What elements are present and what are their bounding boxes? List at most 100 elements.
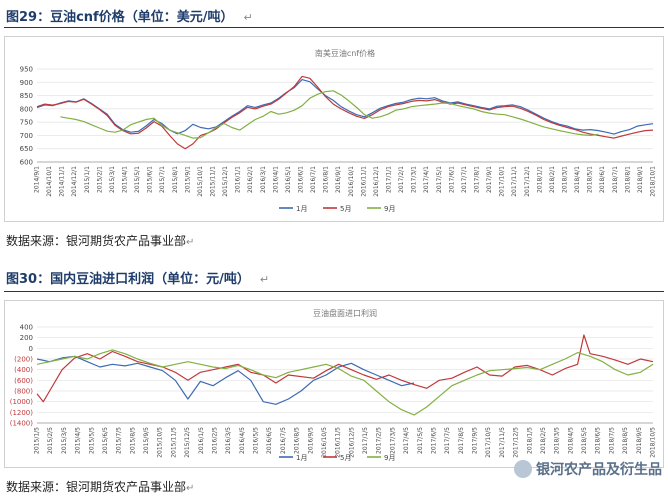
x-tick-label: 2016/1/5 — [198, 427, 205, 454]
x-tick-label: 2016/9/5 — [307, 427, 314, 454]
x-tick-label: 2016/2/1 — [247, 166, 254, 193]
series-line-9月 — [60, 90, 599, 139]
x-tick-label: 2018/1/1 — [536, 166, 543, 193]
x-tick-label: 2014/12/1 — [71, 166, 78, 197]
x-tick-label: 2015/2/5 — [47, 427, 54, 454]
x-tick-label: 2018/4/1 — [574, 166, 581, 193]
x-tick-label: 2018/5/5 — [581, 427, 588, 454]
legend-label: 9月 — [384, 205, 395, 213]
x-tick-label: 2017/5/5 — [417, 427, 424, 454]
chart-title: 南美豆油cnf价格 — [315, 48, 375, 58]
cnf-price-chart-svg: 南美豆油cnf价格 600 650 700 750 800 850 900 950 2014/9/… — [20, 48, 657, 213]
y-tick-label: 600 — [20, 159, 33, 167]
x-tick-label: 2018/4/5 — [567, 427, 574, 454]
y-tick-label: 800 — [20, 105, 33, 113]
x-tick-label: 2016/1/1 — [235, 166, 242, 193]
y-tick-label: (400) — [14, 366, 33, 374]
legend-label: 1月 — [296, 205, 307, 213]
y-tick-label: (1200) — [10, 409, 34, 417]
x-tick-label: 2015/3/5 — [61, 427, 68, 454]
legend-label: 1月 — [296, 454, 307, 462]
x-tick-label: 2015/3/1 — [109, 166, 116, 193]
x-tick-label: 2016/11/1 — [360, 166, 367, 197]
x-tick-label: 2018/3/5 — [554, 427, 561, 454]
x-tick-label: 2018/3/1 — [562, 166, 569, 193]
y-tick-label: 650 — [20, 145, 33, 153]
figure2-rule — [4, 291, 664, 292]
x-tick-label: 2018/8/5 — [622, 427, 629, 454]
watermark-text: 银河农产品及衍生品 — [536, 462, 662, 478]
x-tick-label: 2016/9/1 — [335, 166, 342, 193]
chart-title: 豆油盘面进口利润 — [313, 308, 377, 318]
x-tick-label: 2015/12/5 — [184, 427, 191, 458]
x-tick-label: 2015/10/5 — [157, 427, 164, 458]
watermark: 银河农产品及衍生品 — [514, 459, 662, 479]
x-tick-label: 2018/7/1 — [612, 166, 619, 193]
cnf-price-chart: 南美豆油cnf价格 600 650 700 750 800 850 900 950 2014/9/… — [4, 36, 664, 222]
paragraph-mark: ↵ — [243, 11, 253, 24]
x-tick-label: 2017/9/5 — [472, 427, 479, 454]
figure2-heading: 图30：国内豆油进口利润（单位：元/吨） ↵ — [6, 272, 270, 287]
x-tick-label: 2017/12/5 — [513, 427, 520, 458]
import-profit-chart-svg: 豆油盘面进口利润 400 200 0 (200) (400) (600) (800) (1000… — [10, 308, 657, 462]
series-line-5月 — [36, 75, 654, 150]
x-tick-label: 2015/5/5 — [88, 427, 95, 454]
x-tick-label: 2018/10/1 — [650, 166, 657, 197]
y-tick-label: (800) — [14, 388, 33, 396]
y-tick-label: 400 — [20, 324, 33, 332]
x-tick-label: 2016/10/1 — [348, 166, 355, 197]
x-tick-label: 2017/3/5 — [389, 427, 396, 454]
x-tick-label: 2015/2/1 — [96, 166, 103, 193]
y-tick-label: 850 — [20, 92, 33, 100]
x-tick-label: 2017/2/1 — [398, 166, 405, 193]
x-tick-label: 2015/8/1 — [172, 166, 179, 193]
x-tick-label: 2015/1/5 — [34, 427, 41, 454]
y-tick-label: 700 — [20, 132, 33, 140]
series-line-9月 — [36, 349, 654, 416]
y-tick-label: 950 — [20, 66, 33, 74]
x-tick-label: 2017/6/1 — [448, 166, 455, 193]
x-tick-label: 2018/2/1 — [549, 166, 556, 193]
x-tick-label: 2017/2/5 — [376, 427, 383, 454]
x-tick-label: 2015/4/1 — [122, 166, 129, 193]
x-tick-label: 2018/5/1 — [587, 166, 594, 193]
x-tick-label: 2016/12/1 — [373, 166, 380, 197]
x-tick-label: 2016/6/5 — [266, 427, 273, 454]
x-tick-label: 2016/12/5 — [348, 427, 355, 458]
x-tick-label: 2016/5/1 — [285, 166, 292, 193]
x-tick-label: 2015/9/1 — [184, 166, 191, 193]
y-tick-label: 0 — [29, 345, 33, 353]
figure2-source: 数据来源：银河期货农产品事业部↵ — [6, 480, 195, 494]
x-tick-label: 2017/9/1 — [486, 166, 493, 193]
y-tick-label: (200) — [14, 356, 33, 364]
x-tick-label: 2014/9/1 — [34, 166, 41, 193]
x-tick-label: 2016/3/5 — [225, 427, 232, 454]
y-tick-label: (600) — [14, 377, 33, 385]
legend-label: 9月 — [384, 454, 395, 462]
x-tick-label: 2017/8/1 — [474, 166, 481, 193]
x-tick-label: 2014/10/1 — [46, 166, 53, 197]
x-tick-label: 2015/11/1 — [210, 166, 217, 197]
x-tick-label: 2017/4/5 — [403, 427, 410, 454]
x-tick-label: 2015/7/1 — [159, 166, 166, 193]
wechat-icon — [514, 460, 532, 478]
x-tick-label: 2016/10/5 — [321, 427, 328, 458]
x-tick-label: 2018/10/5 — [650, 427, 657, 458]
x-tick-label: 2016/7/5 — [280, 427, 287, 454]
x-tick-label: 2015/8/5 — [129, 427, 136, 454]
x-tick-label: 2016/11/5 — [335, 427, 342, 458]
x-tick-label: 2016/5/5 — [253, 427, 260, 454]
x-tick-label: 2017/6/5 — [430, 427, 437, 454]
x-tick-label: 2016/8/1 — [323, 166, 330, 193]
x-tick-label: 2017/11/1 — [511, 166, 518, 197]
x-tick-label: 2017/10/1 — [499, 166, 506, 197]
x-tick-label: 2017/7/5 — [444, 427, 451, 454]
x-tick-label: 2014/11/1 — [59, 166, 66, 197]
x-tick-label: 2018/9/5 — [636, 427, 643, 454]
x-tick-label: 2018/8/1 — [624, 166, 631, 193]
x-tick-label: 2016/3/1 — [260, 166, 267, 193]
x-tick-label: 2017/12/1 — [524, 166, 531, 197]
series-line-5月 — [36, 334, 654, 403]
x-tick-label: 2018/6/1 — [599, 166, 606, 193]
x-tick-label: 2015/11/5 — [170, 427, 177, 458]
